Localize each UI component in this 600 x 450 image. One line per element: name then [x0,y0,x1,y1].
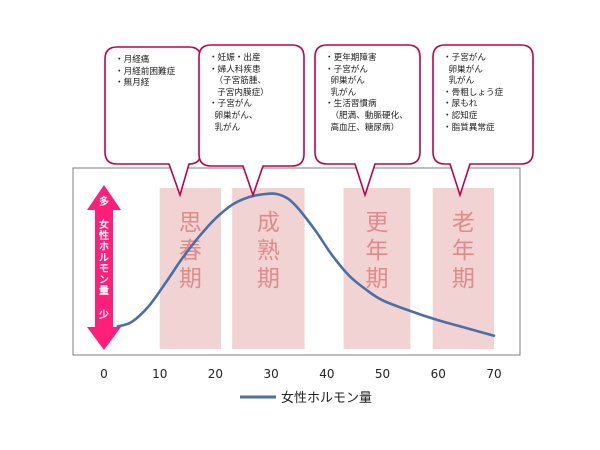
callout-line: 子宮内膜症） [209,87,269,98]
y-axis-label-char: モ [99,264,109,275]
callout-line: 乳がん [325,87,357,98]
life-stage-band [343,188,411,349]
callout-line: ・月経前困難症 [115,66,176,77]
y-axis-label-char: 量 [99,284,109,297]
y-axis-label-char: 性 [98,229,109,242]
band-label-char: 思 [179,210,202,236]
callout-line: ・骨粗しょう症 [443,87,504,98]
callout-line: ・子宮がん [209,99,252,110]
callout-text-block: ・更年期障害 ・子宮がん 卵巣がん 乳がん ・生活習慣病 （肥満、動脈硬化、 高血圧… [325,53,408,134]
life-stage-band [232,188,305,349]
callout-line: ・子宮がん [443,53,486,63]
y-axis-bottom-label: 少 [98,308,109,321]
legend-label: 女性ホルモン量 [281,390,372,406]
callout-line: ・婦人科疾患 [209,64,261,75]
callout-line: ・生活習慣病 [325,99,377,110]
band-label-char: 期 [452,266,475,292]
x-tick-label: 30 [264,367,279,381]
callout-line: ・更年期障害 [325,53,377,63]
callout-line: 乳がん [443,76,475,87]
callout-line: 卵巣がん [443,64,483,75]
callout-line: ・尿もれ [443,99,478,110]
callout-line: ・認知症 [443,110,478,121]
y-axis-top-label: 多 [99,195,109,208]
band-label-char: 更 [366,210,389,236]
y-axis-label-char: 女 [99,218,109,231]
y-axis-arrow-icon [87,185,121,350]
life-stage-band [159,188,221,349]
callout-line: ・脂質異常症 [443,122,495,133]
x-tick-label: 0 [100,367,108,381]
band-label-char: 期 [366,266,389,292]
band-label-char: 成 [257,210,280,236]
band-label-char: 年 [366,238,389,264]
callout-text-block: ・子宮がん 卵巣がん 乳がん ・骨粗しょう症 ・尿もれ ・認知症 ・脂質異常症 [443,53,503,134]
y-axis-label-char: ホ [99,241,109,253]
callout-line: ・妊娠・出産 [209,53,261,63]
band-label-char: 熟 [257,238,280,264]
callout-bubble [432,44,534,198]
x-tick-label: 60 [431,367,446,381]
band-label-char: 期 [179,266,202,292]
callout-line: 乳がん [209,122,241,133]
callout-line: ・無月経 [115,78,150,89]
x-tick-label: 40 [319,367,334,381]
callout-line: 卵巣がん [325,76,365,87]
callout-line: ・子宮がん [325,64,368,75]
band-label-char: 年 [452,238,475,264]
series-line-hormone [116,192,496,337]
band-label-char: 春 [179,238,202,264]
callout-line: 卵巣がん、 [209,110,258,121]
x-tick-label: 10 [152,367,167,381]
callout-line: （肥満、動脈硬化、 [325,110,408,121]
callout-line: （子宮筋腫、 [209,76,267,87]
band-label-char: 期 [257,266,280,292]
callout-text-block: ・月経痛 ・月経前困難症 ・無月経 [115,55,175,90]
x-tick-label: 20 [208,367,223,381]
y-axis-label-char: ル [99,253,109,264]
callout-line: 高血圧、糖尿病） [325,122,400,133]
callout-line: ・月経痛 [115,55,150,65]
callout-text-block: ・妊娠・出産 ・婦人科疾患 （子宮筋腫、 子宮内膜症） ・子宮がん 卵巣がん、 乳が… [209,53,269,134]
y-axis-label-char: ン [99,275,109,286]
x-tick-label: 70 [486,367,501,381]
callout-bubble [198,44,305,198]
band-label-char: 老 [452,210,475,236]
callout-bubble [314,44,421,198]
x-tick-label: 50 [375,367,390,381]
